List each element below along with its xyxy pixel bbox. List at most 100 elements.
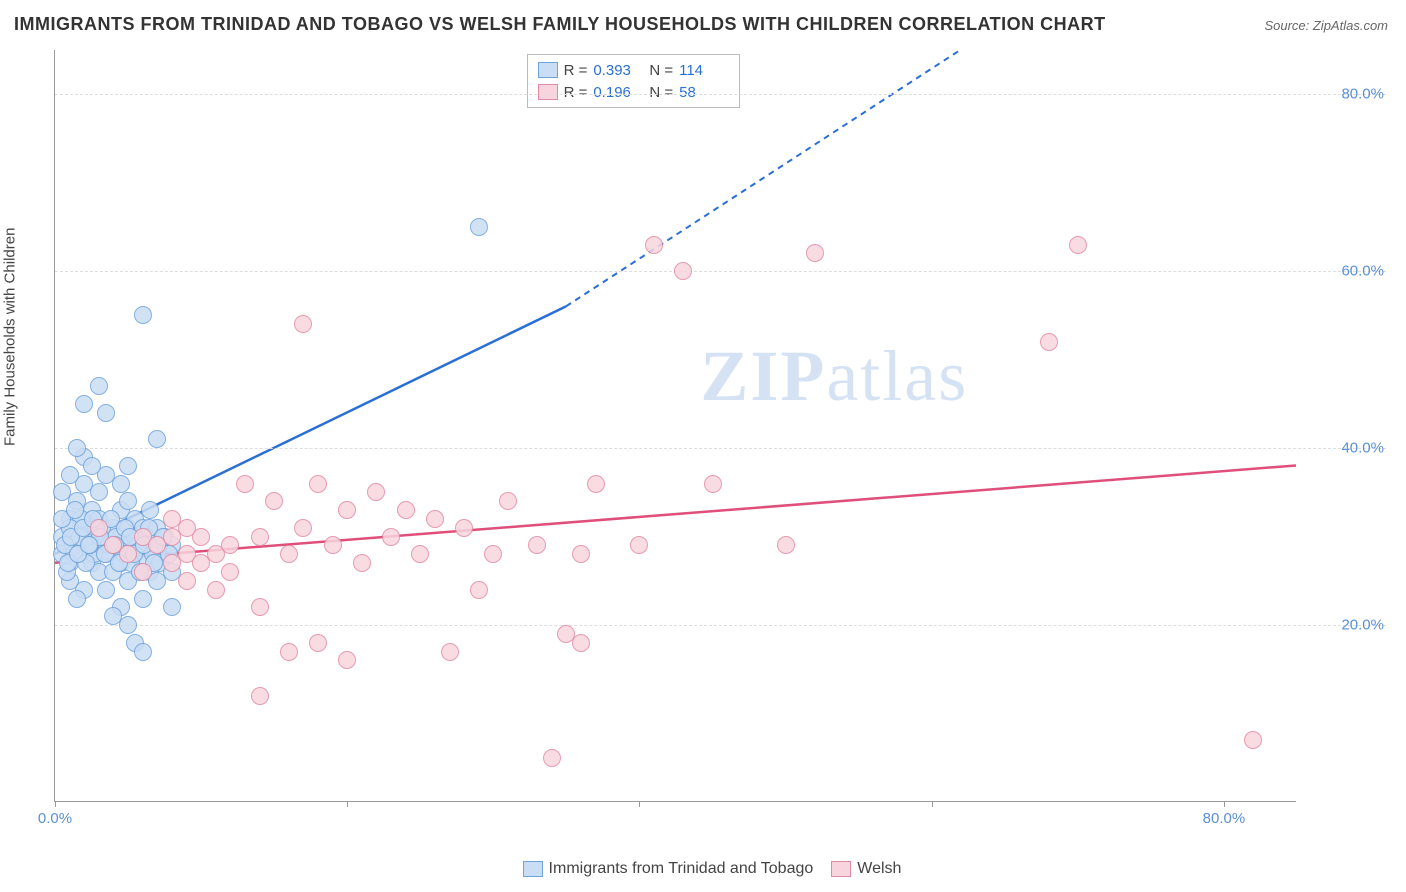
legend-swatch [538,62,558,78]
data-point-b [207,581,225,599]
x-tick-mark [347,801,348,807]
x-tick-label: 80.0% [1203,810,1246,827]
data-point-b [777,536,795,554]
data-point-a [53,483,71,501]
n-value: 114 [679,62,729,79]
data-point-b [426,510,444,528]
gridline [55,271,1386,272]
data-point-b [674,262,692,280]
data-point-b [178,572,196,590]
data-point-a [163,598,181,616]
gridline [55,94,1386,95]
data-point-a [134,643,152,661]
data-point-b [324,536,342,554]
r-label: R = [564,62,588,79]
legend-swatch [538,84,558,100]
regression-lines [55,50,1296,801]
data-point-a [112,475,130,493]
data-point-a [119,492,137,510]
gridline [55,448,1386,449]
data-point-b [309,475,327,493]
data-point-a [90,483,108,501]
data-point-b [280,545,298,563]
data-point-b [1069,236,1087,254]
chart-title: IMMIGRANTS FROM TRINIDAD AND TOBAGO VS W… [14,14,1106,35]
data-point-b [119,545,137,563]
data-point-a [61,466,79,484]
legend-row-b: R = 0.196 N = 58 [538,81,730,103]
data-point-b [221,563,239,581]
x-tick-mark [639,801,640,807]
data-point-b [367,483,385,501]
gridline [55,625,1386,626]
data-point-b [1040,333,1058,351]
data-point-b [353,554,371,572]
data-point-b [221,536,239,554]
y-tick-label: 80.0% [1341,86,1384,103]
data-point-b [528,536,546,554]
data-point-a [66,501,84,519]
data-point-a [83,457,101,475]
data-point-a [470,218,488,236]
plot-area: ZIPatlas R =0.393N =114R =0.196N =58 20.… [54,50,1296,802]
r-label: R = [564,84,588,101]
data-point-a [134,306,152,324]
r-value: 0.196 [593,84,643,101]
data-point-a [104,607,122,625]
legend-row-a: R = 0.393 N = 114 [538,59,730,81]
data-point-b [455,519,473,537]
data-point-a [68,439,86,457]
data-point-a [141,501,159,519]
legend-swatch [523,861,543,877]
data-point-a [119,457,137,475]
legend-label-b: Welsh [857,860,901,877]
n-value: 58 [679,84,729,101]
data-point-a [97,581,115,599]
y-axis-label: Family Households with Children [2,228,19,446]
data-point-b [309,634,327,652]
data-point-b [251,598,269,616]
data-point-b [90,519,108,537]
data-point-b [645,236,663,254]
data-point-b [704,475,722,493]
x-tick-mark [932,801,933,807]
data-point-b [294,519,312,537]
data-point-b [397,501,415,519]
x-tick-mark [55,801,56,807]
y-tick-label: 20.0% [1341,617,1384,634]
x-tick-label: 0.0% [38,810,72,827]
data-point-b [178,519,196,537]
legend-swatch [831,861,851,877]
data-point-b [294,315,312,333]
n-label: N = [649,62,673,79]
data-point-b [338,501,356,519]
data-point-a [97,404,115,422]
data-point-b [382,528,400,546]
data-point-b [251,687,269,705]
data-point-b [411,545,429,563]
data-point-b [572,545,590,563]
x-tick-mark [1224,801,1225,807]
r-value: 0.393 [593,62,643,79]
data-point-b [441,643,459,661]
data-point-b [251,528,269,546]
data-point-b [587,475,605,493]
data-point-b [338,651,356,669]
data-point-b [470,581,488,599]
data-point-b [484,545,502,563]
data-point-a [90,377,108,395]
correlation-legend: R = 0.393 N = 114 R = 0.196 N = 58 [527,54,741,108]
data-point-b [499,492,517,510]
source-label: Source: ZipAtlas.com [1264,18,1388,33]
data-point-a [68,590,86,608]
data-point-b [1244,731,1262,749]
n-label: N = [649,84,673,101]
data-point-a [148,430,166,448]
y-tick-label: 60.0% [1341,263,1384,280]
data-point-b [134,563,152,581]
data-point-a [134,590,152,608]
data-point-b [265,492,283,510]
data-point-b [236,475,254,493]
watermark: ZIPatlas [700,335,968,418]
data-point-a [75,395,93,413]
